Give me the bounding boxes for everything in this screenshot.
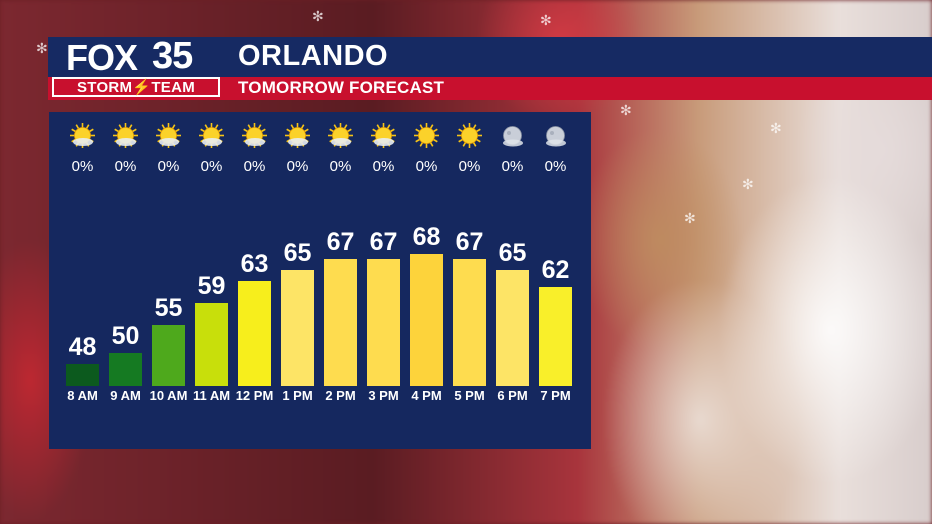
hourly-forecast-panel: 0% 48 8 AM 0% 50 9 AM 0% 55 10 AM 0% 59 11 AM 0% 63 12… [49, 112, 591, 449]
subheader-bar [48, 77, 932, 100]
precip-chance: 0% [415, 158, 438, 175]
snowflake-icon: ✻ [742, 176, 754, 192]
temperature-label: 65 [498, 239, 527, 267]
temperature-label: 68 [412, 222, 441, 251]
forecast-column: 0% 67 3 PM [362, 112, 405, 449]
forecast-column: 0% 67 5 PM [448, 112, 491, 449]
temperature-label: 62 [541, 255, 570, 284]
hour-label: 6 PM [497, 388, 528, 403]
temperature-label: 67 [369, 228, 398, 256]
hour-label: 11 AM [192, 388, 231, 403]
page-title: ORLANDO [238, 40, 389, 72]
temperature-bar [238, 281, 271, 386]
forecast-column: 0% 55 10 AM [147, 112, 190, 449]
snowflake-icon: ✻ [312, 8, 324, 24]
temperature-bar [324, 259, 357, 386]
precip-chance: 0% [200, 158, 223, 175]
snowflake-icon: ✻ [36, 40, 48, 56]
snowflake-icon: ✻ [770, 120, 782, 136]
temperature-bar [453, 259, 486, 386]
precip-chance: 0% [372, 158, 395, 175]
forecast-column: 0% 63 12 PM [233, 112, 276, 449]
precip-chance: 0% [286, 158, 309, 175]
forecast-column: 0% 65 1 PM [276, 112, 319, 449]
logo-brand: FOX [66, 37, 138, 78]
precip-chance: 0% [501, 158, 524, 175]
partly-sunny-icon [371, 123, 396, 148]
forecast-column: 0% 68 4 PM [405, 112, 448, 449]
temperature-label: 55 [154, 294, 183, 322]
partly-sunny-icon [199, 123, 224, 148]
temperature-bar [410, 253, 443, 386]
forecast-column: 0% 65 6 PM [491, 112, 534, 449]
partly-sunny-icon [70, 123, 95, 148]
temperature-label: 59 [197, 272, 226, 300]
temperature-label: 67 [326, 228, 355, 256]
moon-icon [503, 126, 523, 147]
forecast-column: 0% 48 8 AM [61, 112, 104, 449]
precip-chance: 0% [243, 158, 266, 175]
temperature-label: 65 [283, 239, 312, 267]
precip-chance: 0% [114, 158, 137, 175]
forecast-column: 0% 62 7 PM [534, 112, 577, 449]
logo-storm-team: STORM⚡TEAM [52, 77, 220, 97]
precip-chance: 0% [458, 158, 481, 175]
hour-label: 3 PM [368, 388, 399, 403]
temperature-bar [496, 270, 529, 386]
partly-sunny-icon [285, 123, 310, 148]
hour-label: 4 PM [411, 388, 442, 403]
temperature-bar [195, 303, 228, 386]
snowflake-icon: ✻ [540, 12, 552, 28]
temperature-bar [281, 270, 314, 386]
hour-label: 9 AM [110, 388, 141, 403]
partly-sunny-icon [113, 123, 138, 148]
partly-sunny-icon [328, 123, 353, 148]
temperature-bar [539, 286, 572, 386]
forecast-column: 0% 59 11 AM [190, 112, 233, 449]
precip-chance: 0% [157, 158, 180, 175]
hour-label: 8 AM [67, 388, 98, 403]
temperature-bar [66, 363, 99, 386]
temperature-bar [152, 325, 185, 386]
temperature-label: 50 [111, 321, 140, 350]
moon-icon [546, 126, 566, 147]
temperature-bar [109, 352, 142, 386]
hour-label: 5 PM [454, 388, 485, 403]
hour-label: 2 PM [325, 388, 356, 403]
precip-chance: 0% [544, 158, 567, 175]
precip-chance: 0% [71, 158, 94, 175]
temperature-bar [367, 259, 400, 386]
sunny-icon [457, 123, 482, 148]
fox35-storm-team-logo: FOX 35 STORM⚡TEAM [52, 35, 222, 100]
snowflake-icon: ✻ [620, 102, 632, 118]
partly-sunny-icon [156, 123, 181, 148]
forecast-column: 0% 67 2 PM [319, 112, 362, 449]
hour-label: 1 PM [282, 388, 313, 403]
temperature-label: 67 [455, 228, 484, 256]
temperature-label: 63 [240, 250, 269, 278]
temperature-label: 48 [68, 332, 97, 361]
hour-label: 10 AM [149, 388, 188, 403]
header-bar [48, 37, 932, 77]
page-subtitle: TOMORROW FORECAST [238, 78, 445, 97]
sunny-icon [414, 123, 439, 148]
logo-channel: 35 [152, 35, 193, 77]
precip-chance: 0% [329, 158, 352, 175]
forecast-column: 0% 50 9 AM [104, 112, 147, 449]
partly-sunny-icon [242, 123, 267, 148]
snowflake-icon: ✻ [684, 210, 696, 226]
hour-label: 12 PM [235, 388, 274, 403]
hour-label: 7 PM [540, 388, 571, 403]
